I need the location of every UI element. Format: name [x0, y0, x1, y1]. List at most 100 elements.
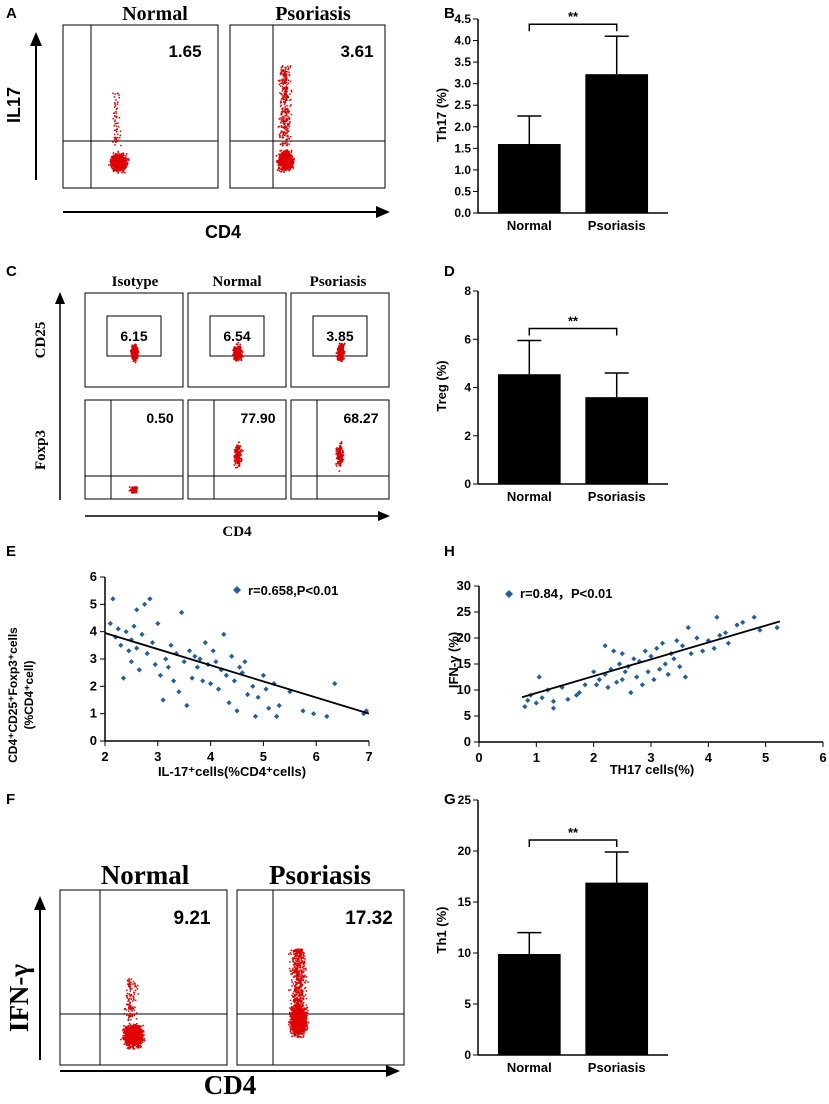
flow-dot: [120, 154, 122, 156]
flow-dot: [125, 1037, 127, 1039]
flow-dot: [133, 1041, 135, 1043]
flow-dot: [139, 1042, 141, 1044]
flow-dot: [237, 467, 239, 469]
flow-dot: [133, 350, 135, 352]
flow-dot: [116, 131, 118, 133]
panel-c-top-dots-1: [130, 344, 140, 364]
flow-dot: [236, 347, 238, 349]
flow-dot: [285, 100, 287, 102]
flow-dot: [241, 350, 243, 352]
flow-dot: [130, 350, 132, 352]
flow-dot: [135, 352, 137, 354]
flow-dot: [283, 79, 285, 81]
flow-dot: [234, 350, 236, 352]
flow-dot: [115, 111, 117, 113]
flow-dot: [282, 81, 284, 83]
flow-dot: [139, 1040, 141, 1042]
flow-dot: [116, 116, 118, 118]
flow-dot: [127, 1029, 129, 1031]
flow-dot: [288, 157, 290, 159]
flow-dot: [120, 169, 122, 171]
flow-dot: [289, 93, 291, 95]
panel-c-col-psoriasis: Psoriasis: [310, 274, 367, 290]
flow-dot: [133, 1048, 135, 1050]
flow-dot: [115, 142, 117, 144]
flow-dot: [237, 351, 239, 353]
flow-dot: [142, 1042, 144, 1044]
flow-dot: [338, 457, 340, 459]
flow-dot: [338, 357, 340, 359]
flow-dot: [239, 446, 241, 448]
flow-dot: [339, 348, 341, 350]
flow-dot: [291, 91, 293, 93]
flow-dot: [284, 161, 286, 163]
flow-dot: [237, 354, 239, 356]
flow-dot: [338, 463, 340, 465]
flow-dot: [289, 164, 291, 166]
flow-dot: [282, 142, 284, 144]
flow-dot: [290, 104, 292, 106]
panel-c-top-value-1: 6.15: [120, 328, 147, 344]
flow-dot: [143, 1025, 145, 1027]
flow-dot: [287, 66, 289, 68]
panel-a: A Normal Psoriasis 1.65 3.61 IL17 CD4: [4, 3, 390, 242]
flow-dot: [235, 451, 237, 453]
flow-dot: [115, 93, 117, 95]
flow-dot: [292, 156, 294, 158]
flow-dot: [284, 67, 286, 69]
flow-dot: [283, 171, 285, 173]
flow-dot: [130, 988, 132, 990]
flow-dot: [136, 1031, 138, 1033]
flow-dot: [114, 140, 116, 142]
panel-c-bottom-dots-1: [129, 486, 138, 494]
flow-dot: [130, 1032, 132, 1034]
panel-a-letter: A: [6, 5, 17, 22]
flow-dot: [135, 1030, 137, 1032]
flow-dot: [285, 71, 287, 73]
flow-dot: [283, 69, 285, 71]
flow-dot: [286, 127, 288, 129]
flow-dot: [284, 104, 286, 106]
flow-dot: [121, 163, 123, 165]
flow-dot: [281, 163, 283, 165]
flow-dot: [124, 1043, 126, 1045]
panel-a-y-arrowhead: [30, 32, 42, 46]
panel-c-col-isotype: Isotype: [112, 274, 159, 290]
flow-dot: [280, 165, 282, 167]
flow-dot: [241, 458, 243, 460]
flow-dot: [281, 169, 283, 171]
flow-dot: [285, 112, 287, 114]
flow-dot: [289, 169, 291, 171]
panel-f-title-psoriasis: Psoriasis: [269, 860, 371, 890]
flow-dot: [337, 349, 339, 351]
panel-a-title-normal: Normal: [122, 3, 188, 25]
flow-dot: [130, 1047, 132, 1049]
flow-dot: [238, 358, 240, 360]
flow-dot: [242, 450, 244, 452]
panel-c-ylabel-bottom: Foxp3: [33, 430, 49, 470]
flow-dot: [288, 80, 290, 82]
flow-dot: [290, 160, 292, 162]
flow-dot: [235, 467, 237, 469]
flow-dot: [127, 163, 129, 165]
flow-dot: [108, 164, 110, 166]
flow-dot: [128, 1025, 130, 1027]
flow-dot: [341, 441, 343, 443]
flow-dot: [339, 359, 341, 361]
flow-dot: [240, 353, 242, 355]
flow-dot: [115, 99, 117, 101]
flow-dot: [281, 69, 283, 71]
flow-dot: [341, 360, 343, 362]
flow-dot: [239, 465, 241, 467]
flow-dot: [128, 1043, 130, 1045]
panel-c-top-dots-3: [336, 343, 346, 362]
flow-dot: [286, 115, 288, 117]
flow-dot: [135, 362, 137, 364]
flow-dot: [234, 353, 236, 355]
flow-dot: [284, 115, 286, 117]
flow-dot: [280, 122, 282, 124]
flow-dot: [284, 154, 286, 156]
flow-dot: [126, 1027, 128, 1029]
flow-dot: [279, 126, 281, 128]
flow-dot: [287, 120, 289, 122]
